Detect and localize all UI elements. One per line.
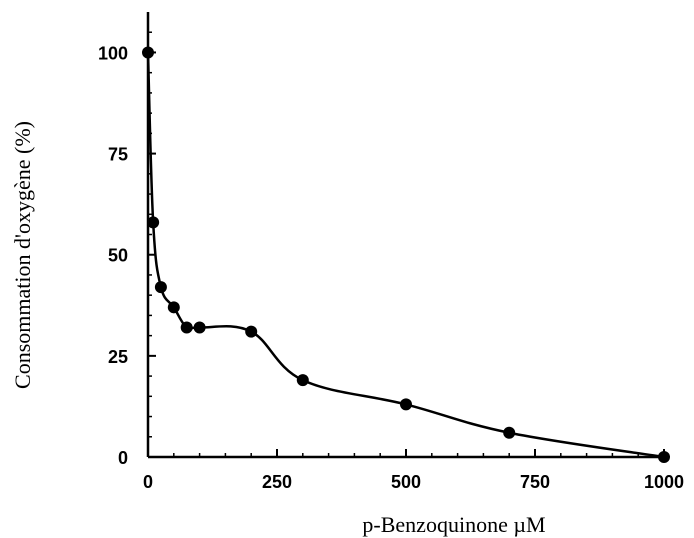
data-point (245, 325, 258, 338)
x-tick-label: 750 (520, 472, 550, 492)
data-point (180, 321, 193, 334)
series-layer (142, 46, 670, 463)
series-line (146, 52, 665, 459)
data-point (154, 281, 167, 294)
tick-labels: 0 250 500 750 1000 0 25 50 75 100 (98, 43, 684, 492)
data-point (167, 301, 180, 314)
y-tick-label: 100 (98, 43, 128, 63)
y-tick-label: 75 (108, 145, 128, 165)
axis-ticks (147, 31, 665, 458)
data-point (658, 451, 670, 463)
data-point (503, 426, 516, 439)
y-tick-label: 50 (108, 246, 128, 266)
data-point (142, 46, 154, 59)
y-tick-label: 0 (118, 448, 128, 468)
y-axis-title: Consommation d'oxygène (%) (10, 121, 35, 389)
x-tick-label: 0 (143, 472, 153, 492)
y-tick-label: 25 (108, 347, 128, 367)
data-point (296, 374, 309, 387)
x-tick-label: 500 (391, 472, 421, 492)
data-point (400, 398, 412, 411)
x-tick-label: 250 (262, 472, 292, 492)
data-point (193, 321, 206, 334)
data-point (147, 216, 160, 229)
plot-frame (146, 12, 664, 459)
x-axis-title: p-Benzoquinone µM (362, 512, 545, 537)
x-tick-label: 1000 (644, 472, 684, 492)
